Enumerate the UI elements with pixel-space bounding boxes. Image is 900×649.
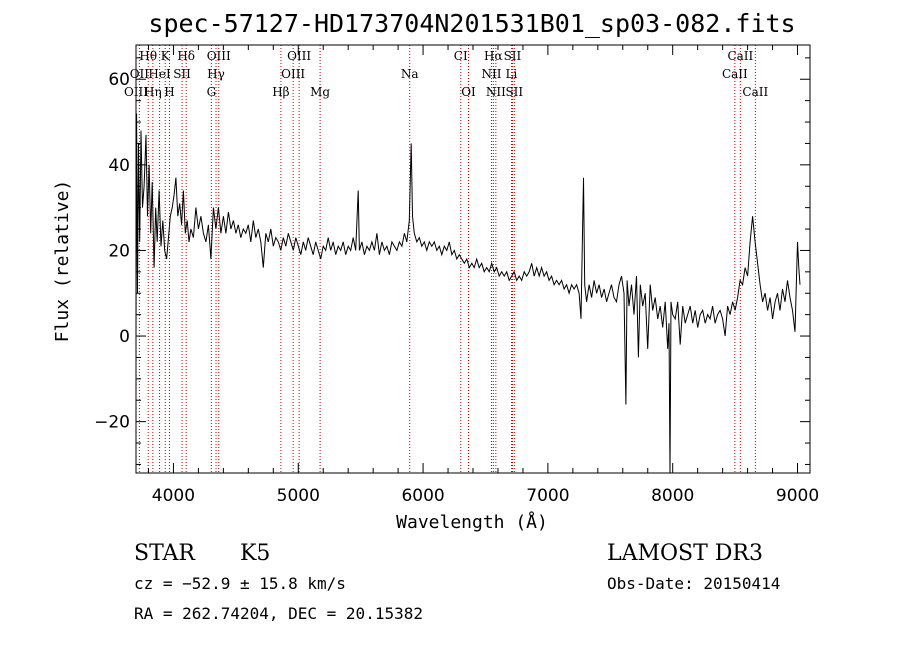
obs-date: Obs-Date: 20150414 [607,574,780,593]
line-label: K [161,49,171,63]
y-tick-label: 40 [108,156,130,176]
x-axis-label: Wavelength (Å) [396,511,548,533]
redshift-cz: cz = −52.9 ± 15.8 km/s [134,574,346,593]
object-subclass: K5 [240,541,270,566]
line-label: NII [486,85,506,99]
line-label: H [164,85,174,99]
line-label: SII [173,67,191,81]
line-label: CaII [727,49,753,63]
line-label: Hη [144,85,162,99]
line-label: Hδ [177,49,195,63]
line-label: Hγ [207,67,225,81]
x-tick-label: 7000 [526,486,569,506]
y-tick-label: 0 [119,327,130,347]
line-label: NII [481,67,501,81]
y-tick-label: 60 [108,70,130,90]
line-label: OI [461,85,476,99]
line-label: OIII [281,67,305,81]
line-label: Na [401,67,419,81]
line-label: CaII [742,85,768,99]
line-label: G [207,85,217,99]
line-label: SII [504,49,522,63]
chart-title: spec-57127-HD173704N201531B01_sp03-082.f… [148,9,795,38]
line-label: HeI [148,67,171,81]
line-label: Hα [484,49,503,63]
line-label: Mg [310,85,330,99]
coordinates: RA = 262.74204, DEC = 20.15382 [134,604,423,623]
x-tick-label: 9000 [776,486,819,506]
x-tick-label: 5000 [277,486,320,506]
x-tick-label: 8000 [651,486,694,506]
line-label: CI [454,49,468,63]
line-label: Hβ [272,85,289,99]
line-label: OII [130,67,150,81]
spectrum-series [135,113,801,474]
line-label: CaII [722,67,748,81]
x-tick-label: 6000 [401,486,444,506]
line-label: OIII [207,49,231,63]
plot-frame [135,44,811,474]
line-label: Hθ [139,49,157,63]
x-tick-label: 4000 [152,486,195,506]
spectral-line-markers [135,45,756,473]
y-axis-label: Flux (relative) [52,180,73,343]
survey-name: LAMOST DR3 [607,541,763,566]
line-label: OIII [287,49,311,63]
axis-ticks: 4000 5000 6000 7000 8000 9000 −20 0 20 40 60 [94,45,819,506]
y-tick-label: 20 [108,241,130,261]
line-label: Li [506,67,518,81]
object-class: STAR [134,541,196,566]
line-label: SII [505,85,523,99]
y-tick-label: −20 [94,413,130,433]
